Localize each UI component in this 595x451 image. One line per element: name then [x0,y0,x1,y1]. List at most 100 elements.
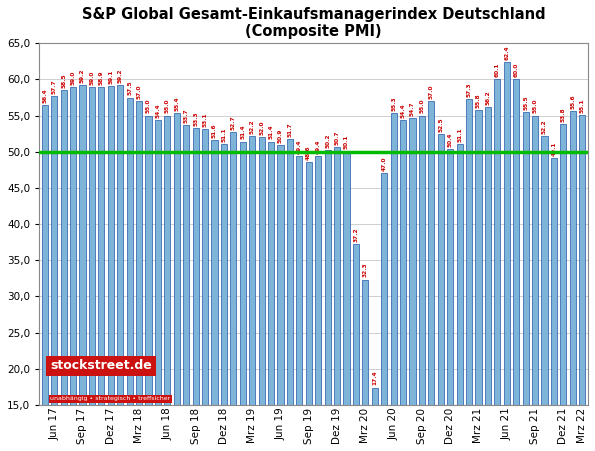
Text: 62.4: 62.4 [504,45,509,60]
Bar [428,101,434,405]
Text: 57.0: 57.0 [136,84,142,99]
Bar [409,118,415,405]
Text: 55.0: 55.0 [533,99,537,114]
Text: 52.2: 52.2 [542,119,547,133]
Title: S&P Global Gesamt-Einkaufsmanagerindex Deutschland
(Composite PMI): S&P Global Gesamt-Einkaufsmanagerindex D… [82,7,545,39]
Bar [438,133,444,405]
Text: 56.2: 56.2 [486,90,490,105]
Text: 51.6: 51.6 [212,124,217,138]
Text: 58.9: 58.9 [99,71,104,85]
Text: 51.1: 51.1 [457,127,462,142]
Bar [249,136,255,405]
Text: 58.5: 58.5 [61,74,66,88]
Text: 50.7: 50.7 [334,130,340,144]
Bar [569,111,576,405]
Text: 50.2: 50.2 [325,133,330,148]
Text: 53.3: 53.3 [193,111,198,126]
Text: 55.6: 55.6 [570,94,575,109]
Bar [400,120,406,405]
Bar [381,174,387,405]
Bar [51,96,57,405]
Bar [532,115,538,405]
Bar [202,129,208,405]
Text: 50.4: 50.4 [447,132,453,147]
Bar [503,62,510,405]
Text: 59.2: 59.2 [80,69,85,83]
Bar [522,112,528,405]
Bar [193,128,199,405]
Bar [230,132,236,405]
Text: 32.3: 32.3 [363,262,368,277]
Bar [277,145,284,405]
Bar [353,244,359,405]
Bar [117,85,123,405]
Bar [287,139,293,405]
Bar [362,280,368,405]
Bar [419,115,425,405]
Text: 53.1: 53.1 [202,113,208,127]
Text: 55.8: 55.8 [476,93,481,108]
Text: 60.1: 60.1 [495,62,500,77]
Bar [164,115,170,405]
Bar [447,149,453,405]
Text: 51.4: 51.4 [268,125,274,139]
Text: 53.8: 53.8 [561,107,566,122]
Bar [456,144,463,405]
Bar [560,124,566,405]
Bar [70,87,76,405]
Text: 52.0: 52.0 [259,120,264,135]
Bar [79,85,86,405]
Text: 52.5: 52.5 [439,117,443,132]
Text: 59.1: 59.1 [108,69,113,84]
Text: 37.2: 37.2 [353,228,358,242]
Bar [390,114,397,405]
Text: 55.3: 55.3 [391,97,396,111]
Bar [221,144,227,405]
Text: 60.0: 60.0 [513,63,519,77]
Text: 53.7: 53.7 [184,108,189,123]
Bar [372,387,378,405]
Text: 48.6: 48.6 [306,145,311,160]
Text: 49.4: 49.4 [297,139,302,154]
Text: 55.0: 55.0 [165,99,170,114]
Text: 47.0: 47.0 [381,157,387,171]
Bar [541,136,547,405]
Bar [127,97,133,405]
Bar [475,110,481,405]
Text: 52.7: 52.7 [231,115,236,130]
Bar [183,125,189,405]
Text: 57.0: 57.0 [429,84,434,99]
Bar [315,156,321,405]
Bar [494,79,500,405]
Bar [211,140,218,405]
Text: 17.4: 17.4 [372,370,377,385]
Bar [343,151,349,405]
Text: 51.1: 51.1 [221,127,226,142]
Bar [42,106,48,405]
Bar [296,156,302,405]
Bar [324,150,331,405]
Text: 49.1: 49.1 [552,142,556,156]
Text: 50.9: 50.9 [278,129,283,143]
Text: 51.4: 51.4 [240,125,245,139]
Text: 49.4: 49.4 [316,139,321,154]
Text: 55.4: 55.4 [174,96,179,110]
Bar [268,142,274,405]
Bar [145,115,152,405]
Text: 54.4: 54.4 [155,103,161,118]
Text: 55.1: 55.1 [580,98,585,113]
Text: 55.0: 55.0 [419,99,424,114]
Bar [466,99,472,405]
Text: 54.7: 54.7 [410,101,415,115]
Bar [240,142,246,405]
Text: 50.1: 50.1 [344,134,349,149]
Text: 57.5: 57.5 [127,81,132,95]
Bar [306,162,312,405]
Text: 57.3: 57.3 [466,82,471,97]
Text: 59.0: 59.0 [71,70,76,84]
Bar [334,147,340,405]
Bar [89,87,95,405]
Text: 51.7: 51.7 [287,123,292,137]
Bar [136,101,142,405]
Bar [485,107,491,405]
